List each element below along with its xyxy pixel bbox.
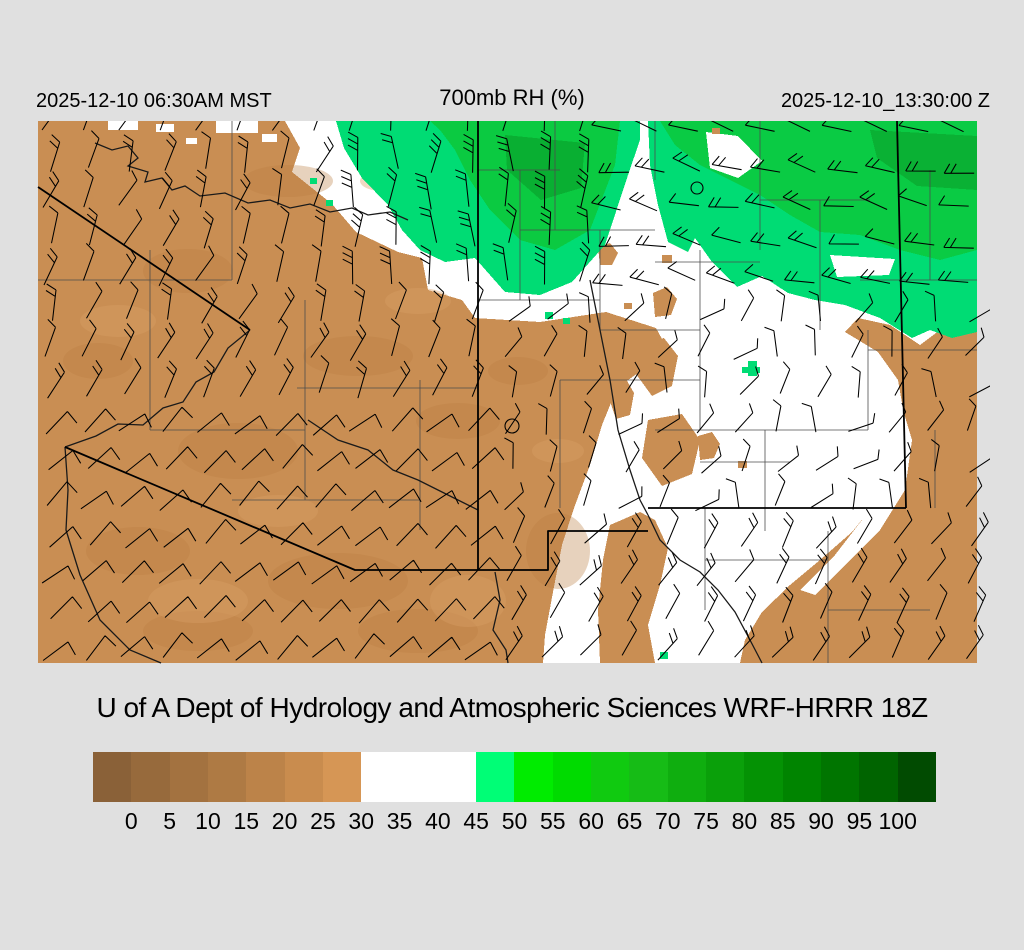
colorbar-segment — [399, 752, 438, 802]
colorbar-segment — [93, 752, 132, 802]
valid-time-local: 2025-12-10 06:30AM MST — [36, 90, 272, 112]
colorbar-segment — [629, 752, 668, 802]
colorbar-tick-label: 80 — [731, 808, 758, 834]
model-caption: U of A Dept of Hydrology and Atmospheric… — [96, 692, 928, 723]
colorbar-segment — [514, 752, 553, 802]
colorbar-tick-label: 65 — [616, 808, 643, 834]
colorbar-segment — [782, 752, 821, 802]
rh-map-canvas — [37, 120, 990, 664]
colorbar-segment — [207, 752, 247, 802]
colorbar-segment — [437, 752, 477, 802]
wind-barbs — [41, 121, 990, 661]
colorbar-tick-label: 100 — [878, 808, 917, 834]
colorbar-segment — [131, 752, 170, 802]
rh-map — [37, 120, 990, 664]
colorbar-tick-label: 75 — [693, 808, 719, 834]
valid-time-utc: 2025-12-10_13:30:00 Z — [780, 90, 990, 112]
colorbar-tick-label: 40 — [425, 808, 451, 834]
colorbar-segment — [476, 752, 515, 802]
colorbar-segment — [706, 752, 745, 802]
colorbar-tick-label: 60 — [578, 808, 604, 834]
colorbar-tick-labels: 0 5 10 15 20 25 30 35 40 45 50 55 60 65 70 75 80 85 90 95 10… — [93, 808, 936, 838]
colorbar-tick-label: 90 — [808, 808, 834, 834]
colorbar-tick-label: 10 — [195, 808, 221, 834]
colorbar-tick-label: 0 — [124, 808, 138, 834]
colorbar-tick-label: 30 — [348, 808, 375, 834]
colorbar-tick-label: 5 — [163, 808, 177, 834]
colorbar-tick-label: 25 — [310, 808, 336, 834]
colorbar-segment — [667, 752, 706, 802]
colorbar-tick-label: 45 — [463, 808, 489, 834]
colorbar-tick-label: 85 — [769, 808, 796, 834]
colorbar-tick-label: 35 — [386, 808, 413, 834]
colorbar-segment — [322, 752, 362, 802]
colorbar-segment — [897, 752, 936, 802]
colorbar-tick-label: 50 — [501, 808, 528, 834]
colorbar-tick-label: 95 — [846, 808, 873, 834]
colorbar-segment — [361, 752, 400, 802]
colorbar-tick-label: 55 — [540, 808, 566, 834]
colorbar-segment — [859, 752, 898, 802]
colorbar-segment — [169, 752, 208, 802]
colorbar-segment — [246, 752, 285, 802]
colorbar-tick-label: 15 — [233, 808, 260, 834]
colorbar-tick-label: 20 — [271, 808, 298, 834]
colorbar — [93, 752, 936, 802]
colorbar-segment — [591, 752, 630, 802]
calm-wind-station-circle — [690, 181, 704, 195]
colorbar-segment — [552, 752, 592, 802]
colorbar-tick-label: 70 — [654, 808, 681, 834]
page-title: 700mb RH (%) — [439, 85, 585, 110]
colorbar-segment — [284, 752, 323, 802]
colorbar-segment — [820, 752, 860, 802]
colorbar-segment — [744, 752, 783, 802]
calm-wind-station-circle — [504, 418, 520, 434]
